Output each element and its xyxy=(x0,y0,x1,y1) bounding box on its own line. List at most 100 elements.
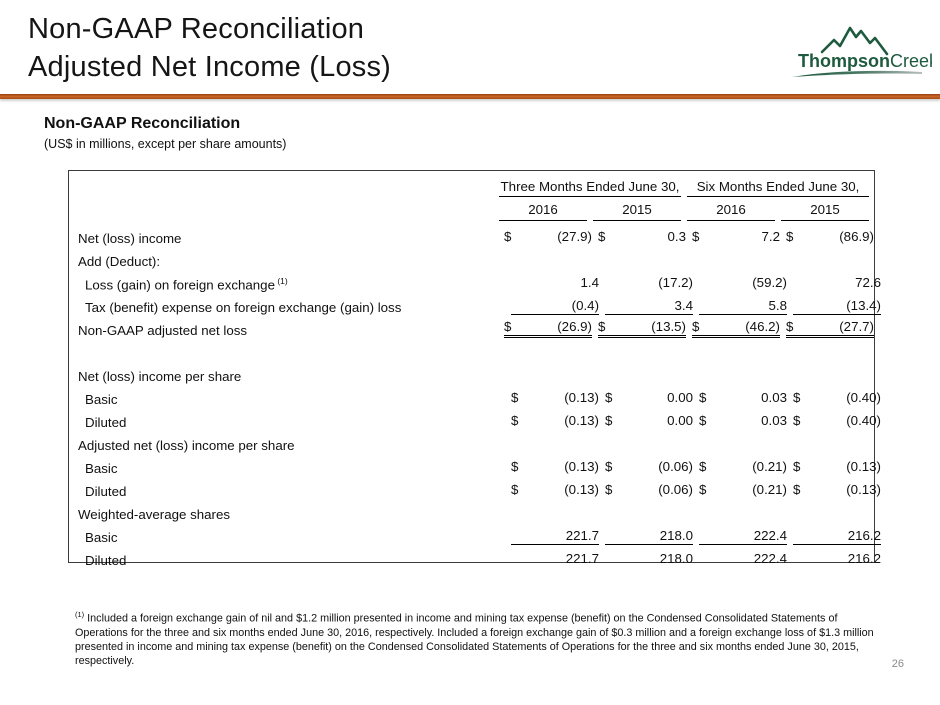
dollar-sign: $ xyxy=(605,482,613,497)
cell-value: 0.03 xyxy=(761,390,787,405)
row-label: Basic xyxy=(85,530,118,545)
table-row: Net (loss) income $ (27.9) $0.3 $7.2 $ (86.9) xyxy=(73,223,874,246)
table-header-years: 2016 2015 2016 2015 xyxy=(69,197,874,221)
cell-value: (0.13) xyxy=(564,413,599,428)
row-label: Adjusted net (loss) income per share xyxy=(78,438,295,453)
cell-value: (59.2) xyxy=(752,275,787,290)
cell-value: (0.40) xyxy=(846,390,881,405)
value-cell: $ (0.40) xyxy=(793,390,881,407)
row-label: Diluted xyxy=(85,484,127,499)
cell-value: 0.00 xyxy=(667,390,693,405)
cell-value: 0.03 xyxy=(761,413,787,428)
cell-value: (0.06) xyxy=(658,459,693,474)
table-section-row: Net (loss) income per share xyxy=(73,361,869,384)
year-column-header: 2015 xyxy=(593,202,681,221)
cell-value: 3.4 xyxy=(674,298,694,313)
dollar-sign: $ xyxy=(692,229,700,244)
table-section-row: Adjusted net (loss) income per share xyxy=(73,430,869,453)
cell-value: 5.8 xyxy=(768,298,788,313)
dollar-sign: $ xyxy=(786,229,794,244)
slide-title: Non-GAAP Reconciliation Adjusted Net Inc… xyxy=(28,10,391,86)
value-cell: (59.2) xyxy=(699,275,787,292)
column-group-three-months: Three Months Ended June 30, xyxy=(499,179,681,197)
value-cell: $ (27.9) xyxy=(504,229,592,246)
value-cell: 222.4 xyxy=(699,528,787,545)
row-label: Weighted-average shares xyxy=(78,507,231,522)
dollar-sign: $ xyxy=(793,482,801,497)
cell-value: 216.2 xyxy=(847,551,881,566)
year-column-header: 2016 xyxy=(499,202,587,221)
row-label: Tax (benefit) expense on foreign exchang… xyxy=(85,300,402,315)
dollar-sign: $ xyxy=(511,482,519,497)
value-cell: $7.2 xyxy=(692,229,780,246)
value-cell: $0.03 xyxy=(699,413,787,430)
cell-value: (0.4) xyxy=(571,298,599,313)
value-cell: $ (0.40) xyxy=(793,413,881,430)
value-cell: $ (86.9) xyxy=(786,229,874,246)
slide-title-line1: Non-GAAP Reconciliation xyxy=(28,13,365,45)
value-cell: $ (46.2) xyxy=(692,319,780,338)
value-cell: $0.3 xyxy=(598,229,686,246)
cell-value: 7.2 xyxy=(761,229,781,244)
cell-value: (0.06) xyxy=(658,482,693,497)
dollar-sign: $ xyxy=(511,459,519,474)
cell-value: 0.00 xyxy=(667,413,693,428)
dollar-sign: $ xyxy=(793,390,801,405)
value-cell: 3.4 xyxy=(605,298,693,315)
table-row: Basic $ (0.13) $ (0.06) $ (0.21) $ (0.13) xyxy=(73,453,881,476)
value-cell: (17.2) xyxy=(605,275,693,292)
value-cell: 218.0 xyxy=(605,551,693,568)
value-cell: 216.2 xyxy=(793,528,881,545)
cell-value: (0.13) xyxy=(564,390,599,405)
value-cell: $ (0.13) xyxy=(511,413,599,430)
cell-value: 221.7 xyxy=(565,528,599,543)
table-spacer-row xyxy=(73,338,869,361)
value-cell: $0.00 xyxy=(605,390,693,407)
row-label: Diluted xyxy=(85,415,127,430)
footnote-marker: (1) xyxy=(75,610,85,619)
cell-value: (0.40) xyxy=(846,413,881,428)
value-cell: $ (0.13) xyxy=(511,390,599,407)
table-header-groups: Three Months Ended June 30, Six Months E… xyxy=(69,171,874,197)
row-label: Non-GAAP adjusted net loss xyxy=(78,323,248,338)
year-column-header: 2015 xyxy=(781,202,869,221)
table-section-row: Weighted-average shares xyxy=(73,499,869,522)
table-row: Basic $ (0.13) $0.00 $0.03 $ (0.40) xyxy=(73,384,881,407)
table-row: Tax (benefit) expense on foreign exchang… xyxy=(73,292,881,315)
reconciliation-table: Three Months Ended June 30, Six Months E… xyxy=(68,170,881,568)
cell-value: (0.13) xyxy=(564,459,599,474)
value-cell: $0.03 xyxy=(699,390,787,407)
value-cell: 216.2 xyxy=(793,551,881,568)
value-cell: 72.6 xyxy=(793,275,881,292)
dollar-sign: $ xyxy=(605,459,613,474)
row-label: Diluted xyxy=(85,553,127,568)
row-label: Loss (gain) on foreign exchange (1) xyxy=(85,275,288,292)
dollar-sign: $ xyxy=(504,319,512,334)
cell-value: (0.13) xyxy=(846,482,881,497)
value-cell: (13.4) xyxy=(793,298,881,315)
year-column-header: 2016 xyxy=(687,202,775,221)
dollar-sign: $ xyxy=(605,390,613,405)
cell-value: (0.21) xyxy=(752,459,787,474)
value-cell: $ (27.7) xyxy=(786,319,874,338)
slide-title-line2: Adjusted Net Income (Loss) xyxy=(28,51,392,83)
dollar-sign: $ xyxy=(699,413,707,428)
value-cell: 1.4 xyxy=(511,275,600,292)
value-cell: $0.00 xyxy=(605,413,693,430)
footnote: (1) Included a foreign exchange gain of … xyxy=(75,608,877,668)
logo-swoosh xyxy=(792,70,922,77)
value-cell: $ (0.13) xyxy=(793,459,881,476)
value-cell: $ (0.21) xyxy=(699,482,787,499)
dollar-sign: $ xyxy=(511,413,519,428)
section-subheading: (US$ in millions, except per share amoun… xyxy=(44,137,287,151)
cell-value: 222.4 xyxy=(753,528,787,543)
accent-divider xyxy=(0,94,940,99)
table-row: Diluted $ (0.13) $ (0.06) $ (0.21) $ (0.13) xyxy=(73,476,881,499)
section-heading: Non-GAAP Reconciliation xyxy=(44,115,241,132)
cell-value: 222.4 xyxy=(753,551,787,566)
cell-value: (0.13) xyxy=(564,482,599,497)
row-label: Basic xyxy=(85,461,118,476)
value-cell: 221.7 xyxy=(511,551,599,568)
footnote-reference: (1) xyxy=(274,275,288,286)
cell-value: (46.2) xyxy=(745,319,780,334)
